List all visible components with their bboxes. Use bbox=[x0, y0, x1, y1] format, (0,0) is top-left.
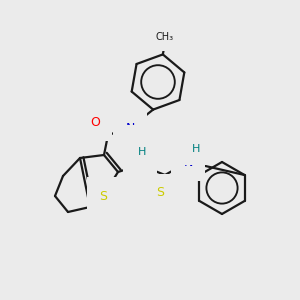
Text: S: S bbox=[156, 187, 164, 200]
Text: O: O bbox=[90, 116, 100, 128]
Text: S: S bbox=[99, 190, 107, 202]
Text: H: H bbox=[138, 147, 146, 157]
Text: H: H bbox=[136, 136, 144, 146]
Text: N: N bbox=[183, 155, 193, 169]
Text: H: H bbox=[192, 144, 200, 154]
Text: CH₃: CH₃ bbox=[156, 32, 174, 42]
Text: N: N bbox=[135, 158, 145, 172]
Text: N: N bbox=[125, 122, 135, 134]
